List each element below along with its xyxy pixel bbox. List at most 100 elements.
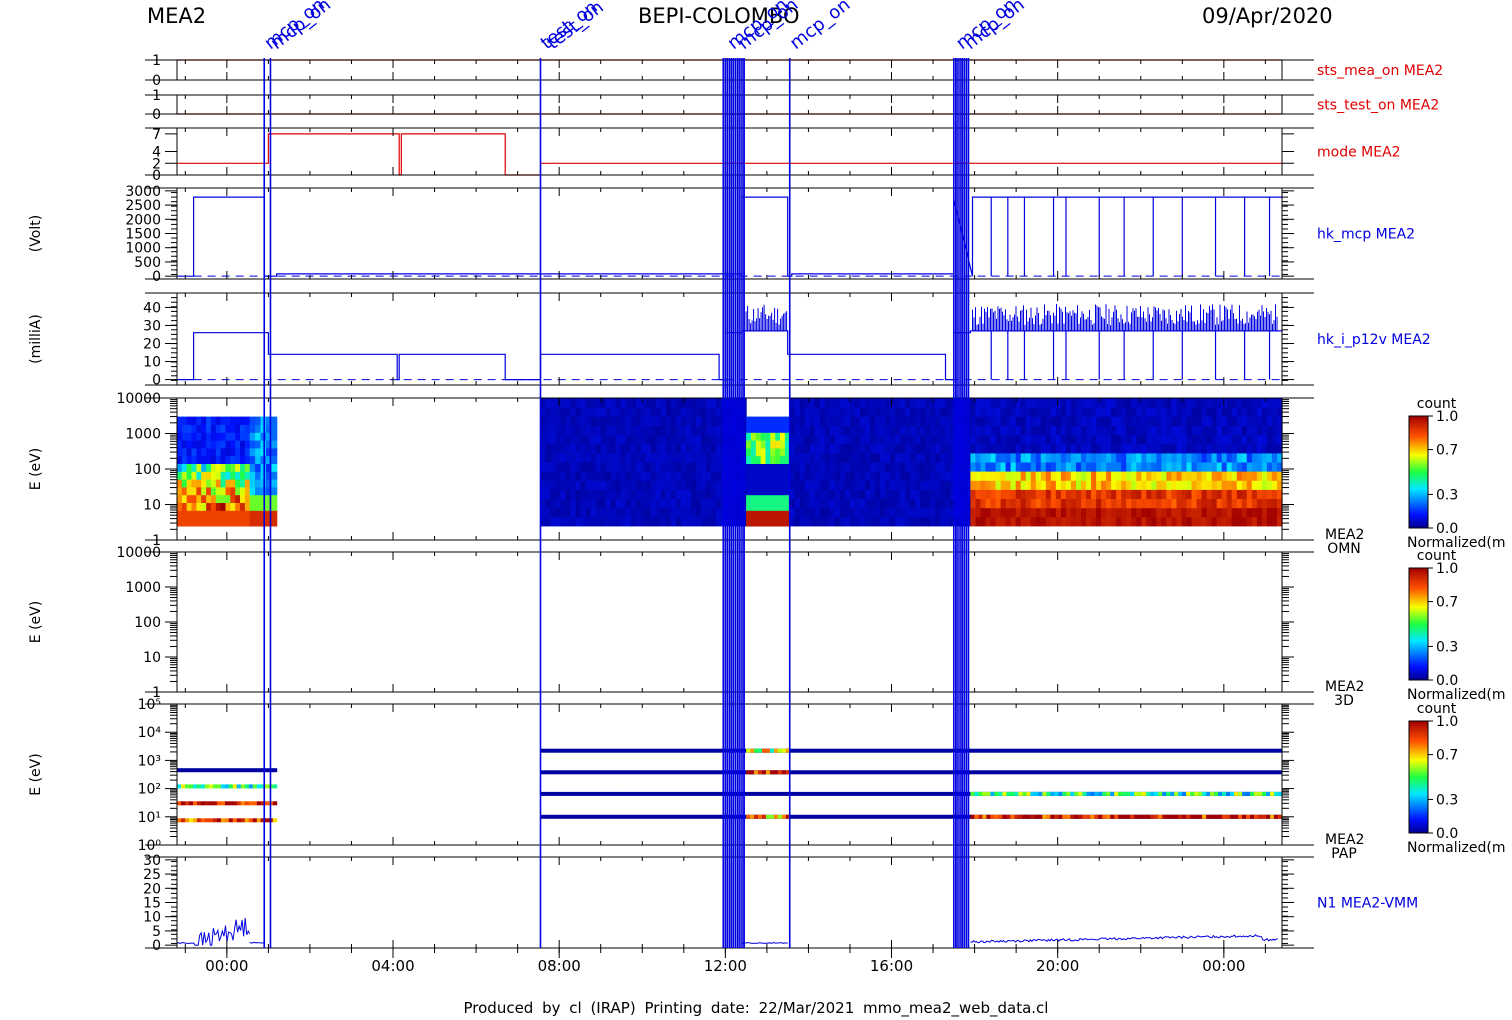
- spectrogram-cell: [809, 461, 816, 472]
- band-cell: [1110, 791, 1115, 796]
- spectrogram-cell: [706, 443, 712, 454]
- spectrogram-cell: [271, 471, 278, 480]
- spectrogram-cell: [1191, 461, 1198, 472]
- band-cell: [897, 791, 902, 796]
- spectrogram-cell: [910, 443, 916, 454]
- spectrogram-cell: [249, 518, 256, 527]
- spectrogram-cell: [865, 416, 871, 426]
- spectrogram-cell: [265, 455, 272, 464]
- band-cell: [861, 748, 866, 753]
- spectrogram-cell: [181, 463, 188, 472]
- band-cell: [889, 770, 894, 775]
- spectrogram-cell: [935, 425, 941, 436]
- spectrogram-cell: [1146, 516, 1152, 527]
- spectrogram-cell: [885, 516, 891, 527]
- spectrogram-cell: [1196, 471, 1203, 481]
- band-cell: [789, 770, 794, 775]
- spectrogram-cell: [1010, 489, 1017, 499]
- band-cell: [1210, 814, 1215, 819]
- spectrogram-cell: [1136, 507, 1142, 518]
- spectrogram-cell: [770, 494, 776, 503]
- spectrogram-cell: [990, 480, 997, 490]
- spectrogram-cell: [1086, 425, 1092, 436]
- spectrogram-cell: [935, 416, 941, 426]
- band-cell: [676, 791, 682, 796]
- spectrogram-cell: [804, 461, 811, 472]
- band-cell: [857, 770, 862, 775]
- band-cell: [193, 768, 198, 773]
- spectrogram-cell: [585, 461, 592, 472]
- spectrogram-cell: [645, 407, 652, 417]
- band-cell: [833, 791, 838, 796]
- spectrogram-cell: [1251, 425, 1258, 436]
- band-cell: [228, 818, 234, 823]
- band-cell: [1113, 748, 1119, 753]
- band-cell: [576, 814, 582, 819]
- band-cell: [212, 768, 218, 773]
- band-cell: [1085, 770, 1091, 775]
- spectrogram-cell: [690, 480, 697, 490]
- spectrogram-cell: [196, 486, 202, 496]
- spectrogram-cell: [1035, 443, 1042, 454]
- spectrogram-cell: [1251, 461, 1258, 472]
- spectrogram-cell: [585, 443, 592, 454]
- spectrogram-cell: [945, 398, 951, 408]
- spectrogram-cell: [575, 489, 582, 499]
- band-cell: [568, 814, 573, 819]
- band-cell: [817, 814, 822, 819]
- band-cell: [1010, 791, 1015, 796]
- spectrogram-cell: [235, 479, 241, 488]
- spectrogram-cell: [1211, 461, 1218, 472]
- spectrogram-cell: [230, 440, 236, 449]
- spectrogram-cell: [890, 443, 896, 454]
- spectrogram-cell: [1166, 398, 1172, 408]
- spectrogram-cell: [980, 443, 987, 454]
- spectrogram-cell: [1171, 471, 1177, 481]
- spectrogram-cell: [1106, 461, 1112, 472]
- spectrogram-cell: [1176, 425, 1183, 436]
- spectrogram-cell: [995, 398, 1002, 408]
- spectrogram-cell: [1266, 398, 1273, 408]
- spectrogram-cell: [855, 425, 861, 436]
- spectrogram-cell: [249, 502, 256, 511]
- spectrogram-cell: [799, 452, 806, 463]
- band-cell: [580, 770, 586, 775]
- spectrogram-cell: [650, 480, 657, 490]
- spectrogram-cell: [1076, 516, 1082, 527]
- band-cell: [1014, 791, 1019, 796]
- band-cell: [1089, 748, 1095, 753]
- band-cell: [746, 748, 751, 753]
- spectrogram-cell: [765, 440, 771, 449]
- spectrogram-cell: [945, 452, 951, 463]
- spectrogram-cell: [915, 434, 921, 445]
- spectrogram-cell: [640, 471, 647, 481]
- spectrogram-cell: [789, 398, 796, 408]
- spectrogram-cell: [900, 489, 906, 499]
- band-cell: [1041, 770, 1046, 775]
- spectrogram-cell: [675, 434, 682, 445]
- band-cell: [1118, 791, 1123, 796]
- spectrogram-cell: [1251, 398, 1258, 408]
- spectrogram-cell: [1050, 416, 1057, 426]
- spectrogram-cell: [890, 480, 896, 490]
- spectrogram-cell: [910, 461, 916, 472]
- spectrogram-cell: [249, 494, 256, 503]
- spectrogram-cell: [1030, 498, 1037, 509]
- spectrogram-cell: [625, 443, 632, 454]
- spectrogram-cell: [799, 516, 806, 527]
- band-cell: [716, 770, 722, 775]
- spectrogram-cell: [736, 516, 742, 527]
- spectrogram-cell: [880, 516, 886, 527]
- spectrogram-cell: [540, 471, 547, 481]
- spectrogram-cell: [1081, 416, 1087, 426]
- spectrogram-cell: [736, 471, 742, 481]
- colorbar-tick-label: 0.0: [1436, 673, 1458, 689]
- spectrogram-cell: [196, 440, 202, 449]
- spectrogram-cell: [875, 398, 881, 408]
- spectrogram-cell: [960, 398, 966, 408]
- band-cell: [540, 770, 545, 775]
- band-cell: [1066, 814, 1071, 819]
- spectrogram-cell: [225, 486, 231, 496]
- band-cell: [648, 791, 654, 796]
- spectrogram-cell: [610, 398, 617, 408]
